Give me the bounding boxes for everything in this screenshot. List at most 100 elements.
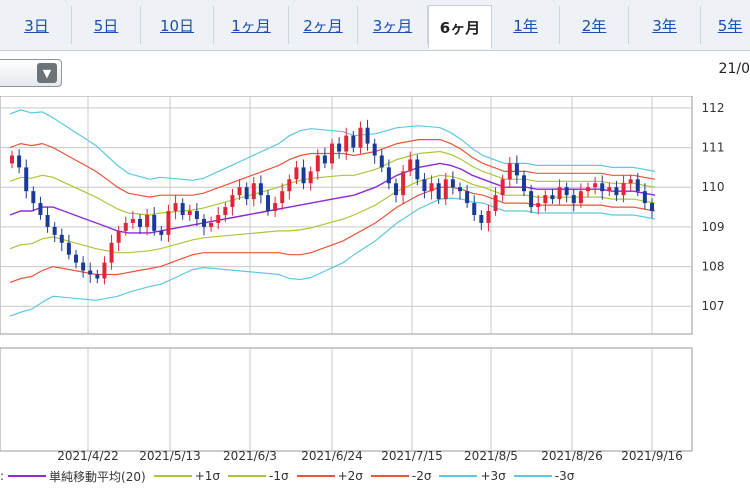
candle-body [379, 155, 384, 168]
candle-body [337, 143, 342, 152]
candle-body [536, 203, 541, 208]
tab-5日[interactable]: 5日 [72, 6, 141, 44]
candle-body [514, 163, 519, 176]
tab-3年[interactable]: 3年 [629, 6, 701, 44]
legend-swatch [439, 475, 478, 477]
candle-body [557, 187, 562, 200]
candle-body [294, 167, 299, 180]
candle-body [10, 155, 14, 164]
candle-body [123, 222, 128, 231]
candle-body [173, 203, 178, 212]
legend-label: +2σ [337, 469, 363, 483]
candle-body [187, 211, 192, 215]
legend-swatch [513, 475, 552, 477]
candle-body [258, 183, 263, 196]
minus-3-sigma-line [9, 197, 656, 317]
legend-label: 単純移動平均(20) [49, 469, 146, 484]
candle-body [351, 135, 356, 148]
tab-2ヶ月[interactable]: 2ヶ月 [289, 6, 358, 44]
x-tick-label: 2021/7/15 [381, 449, 443, 462]
candle-body [273, 203, 278, 212]
candle-body [237, 187, 242, 196]
y-tick-label: 112 [702, 101, 725, 115]
candle-body [109, 242, 114, 263]
range-dropdown[interactable]: ▼ [0, 59, 62, 87]
candle-body [74, 254, 78, 263]
candle-body [280, 191, 285, 204]
candle-body [422, 179, 427, 192]
chevron-down-icon[interactable]: ▼ [37, 63, 57, 83]
x-tick-label: 2021/8/5 [464, 449, 518, 462]
candle-body [564, 187, 569, 196]
candle-body [522, 175, 526, 192]
legend-swatch [370, 475, 409, 477]
candle-body [507, 163, 512, 180]
candle-body [472, 203, 477, 215]
candle-body [287, 179, 292, 192]
x-tick-label: 2021/4/22 [57, 449, 119, 462]
candle-body [52, 226, 57, 235]
tab-5年[interactable]: 5年 [701, 6, 750, 44]
candle-body [24, 167, 29, 192]
y-tick-label: 111 [702, 141, 725, 155]
candle-body [38, 203, 43, 215]
candle-body [31, 191, 36, 204]
tab-10日[interactable]: 10日 [141, 6, 214, 44]
candle-body [642, 191, 647, 204]
tab-3日[interactable]: 3日 [2, 6, 72, 44]
candle-body [372, 143, 377, 156]
legend-swatch [153, 475, 192, 477]
y-tick-label: 109 [702, 220, 725, 234]
candle-body [95, 274, 100, 279]
candle-body [130, 218, 135, 223]
plus-1-sigma-line [9, 150, 656, 216]
candle-body [17, 155, 22, 168]
tab-1ヶ月[interactable]: 1ヶ月 [214, 6, 289, 44]
candle-body [230, 195, 235, 208]
candle-body [401, 171, 406, 196]
candle-body [628, 179, 633, 184]
candle-body [202, 218, 206, 227]
candle-body [635, 179, 640, 192]
legend-label: -3σ [554, 469, 575, 483]
legend-swatch [8, 475, 47, 477]
candle-body [500, 179, 505, 196]
candle-body [266, 195, 270, 212]
chart-legend: : 単純移動平均(20) +1σ -1σ +2σ -2σ +3σ -3σ [0, 464, 750, 488]
candle-body [102, 262, 107, 279]
tab-3ヶ月[interactable]: 3ヶ月 [358, 6, 428, 44]
candle-body [543, 195, 548, 204]
candle-body [88, 270, 93, 275]
candle-body [408, 159, 413, 172]
candle-body [152, 215, 157, 231]
x-tick-label: 2021/8/26 [541, 449, 603, 462]
candle-body [59, 234, 64, 243]
period-tab-bar: 3日 5日 10日 1ヶ月 2ヶ月 3ヶ月 6ヶ月 1年 2年 3年 5年 [0, 0, 750, 51]
candle-body [479, 215, 484, 223]
candle-body [386, 167, 391, 184]
tab-1年[interactable]: 1年 [492, 6, 560, 44]
candle-body [578, 191, 583, 204]
legend-prefix: : [0, 469, 5, 483]
legend-entry: -1σ [227, 469, 289, 483]
candle-body [550, 195, 555, 200]
candle-body [166, 211, 171, 235]
candle-body [571, 195, 576, 204]
legend-entry: 単純移動平均(20) [8, 468, 146, 485]
candle-body [66, 242, 71, 255]
legend-entry: +3σ [439, 469, 506, 483]
candle-body [621, 183, 626, 196]
candle-body [145, 215, 150, 227]
candle-body [529, 191, 534, 208]
candle-body [301, 167, 306, 184]
candle-body [365, 127, 370, 144]
tab-2年[interactable]: 2年 [560, 6, 629, 44]
tab-6ヶ月[interactable]: 6ヶ月 [428, 5, 492, 49]
price-plot-frame [0, 96, 693, 335]
candle-body [251, 183, 256, 200]
candle-body [81, 262, 86, 271]
candle-body [486, 211, 491, 223]
candle-body [194, 211, 199, 219]
candle-body [344, 135, 349, 152]
minus-1-sigma-line [9, 174, 656, 254]
